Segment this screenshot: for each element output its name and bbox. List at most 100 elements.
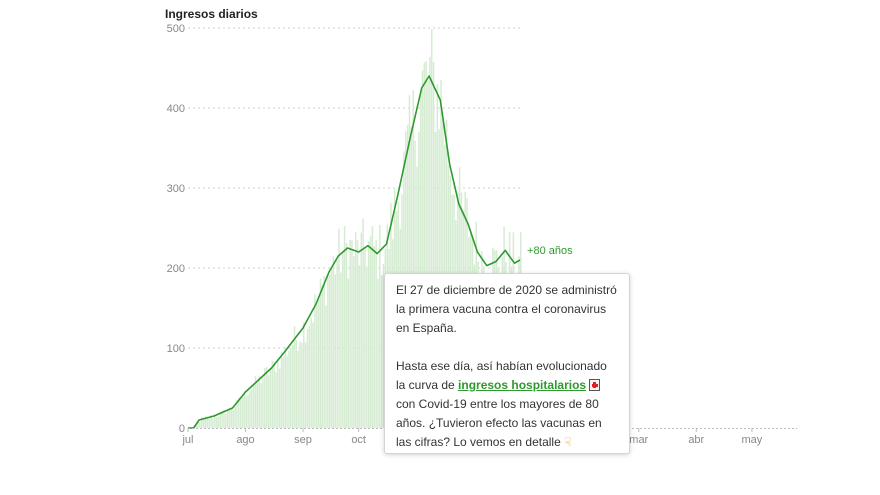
daily-bar (340, 272, 342, 428)
daily-bar (234, 406, 236, 428)
daily-bar (295, 339, 298, 428)
daily-bar (327, 273, 329, 428)
daily-bar (319, 278, 322, 428)
daily-bar (254, 376, 257, 428)
daily-bar (213, 415, 216, 428)
daily-bar (427, 80, 429, 428)
daily-bar (308, 326, 311, 428)
daily-bar (325, 305, 327, 428)
daily-bar (408, 95, 411, 429)
y-tick-label: 300 (167, 183, 185, 195)
daily-bar (349, 239, 351, 428)
daily-bar (316, 304, 318, 428)
daily-bar (204, 416, 207, 428)
y-tick-label: 200 (167, 263, 185, 275)
daily-bar (364, 248, 366, 428)
info-text-before-link: Hasta ese día, así habían evolucionado l… (396, 359, 607, 392)
daily-bar (219, 411, 222, 428)
daily-bar (431, 29, 433, 429)
daily-bar (360, 232, 363, 428)
daily-bar (215, 416, 218, 428)
x-tick-label: abr (688, 434, 704, 446)
daily-bar (236, 399, 238, 428)
daily-bar (269, 368, 272, 428)
daily-bar (362, 218, 364, 428)
daily-bar (278, 368, 281, 428)
daily-bar (273, 361, 275, 428)
y-tick-label: 100 (167, 343, 185, 355)
info-paragraph-1: El 27 de diciembre de 2020 se administró… (396, 283, 617, 335)
daily-bar (421, 70, 424, 428)
daily-bar (297, 350, 299, 428)
daily-bar (330, 268, 333, 428)
daily-bar (210, 415, 212, 428)
daily-bar (271, 360, 273, 428)
daily-bar (423, 62, 426, 429)
x-tick-label: jul (181, 434, 193, 446)
daily-bar (306, 329, 309, 428)
daily-bar (267, 375, 270, 428)
daily-bar (293, 326, 296, 428)
y-tick-label: 500 (167, 23, 185, 35)
y-tick-label: 0 (179, 423, 185, 435)
daily-bar (262, 377, 264, 428)
daily-bar (288, 350, 290, 428)
x-tick-label: may (742, 434, 763, 446)
daily-bar (241, 397, 244, 428)
info-paragraph-2: Hasta ese día, así habían evolucionado l… (396, 357, 618, 452)
daily-bar (377, 278, 379, 428)
daily-bar (328, 274, 331, 428)
daily-bar (354, 231, 357, 428)
daily-bar (379, 224, 381, 428)
daily-bar (436, 83, 439, 429)
daily-bar (286, 356, 288, 428)
y-tick-label: 400 (167, 103, 185, 115)
series-label: +80 años (527, 245, 573, 257)
daily-bar (291, 344, 294, 428)
daily-bar (425, 61, 427, 429)
daily-bar (380, 275, 383, 428)
daily-bar (256, 382, 259, 428)
daily-bar (260, 383, 262, 428)
daily-bar (217, 416, 220, 428)
x-tick-label: oct (351, 434, 366, 446)
daily-bar (200, 417, 203, 428)
daily-bar (419, 92, 422, 428)
daily-bar (314, 294, 316, 428)
daily-bar (351, 240, 353, 428)
daily-bar (258, 375, 260, 428)
daily-bar (264, 367, 266, 428)
daily-bar (206, 416, 209, 428)
daily-bar (334, 274, 337, 428)
hospital-admissions-link[interactable]: ingresos hospitalarios (458, 378, 587, 392)
daily-bar (232, 409, 235, 428)
daily-bar (280, 351, 283, 428)
daily-bar (321, 284, 324, 428)
x-tick-label: mar (629, 434, 648, 446)
daily-bar (432, 62, 435, 429)
daily-bar (284, 346, 286, 428)
daily-bar (301, 342, 303, 428)
daily-bar (243, 390, 246, 428)
daily-bar (247, 394, 249, 428)
daily-bar (221, 410, 223, 428)
daily-bar (358, 265, 361, 428)
chart-title: Ingresos diarios (165, 7, 258, 21)
daily-bar (238, 397, 240, 428)
daily-bar (195, 424, 197, 428)
daily-bar (353, 256, 355, 428)
daily-bar (371, 226, 374, 428)
daily-bar (251, 388, 253, 428)
hospital-icon (589, 379, 601, 391)
daily-bar (317, 297, 320, 428)
x-tick-label: sep (294, 434, 312, 446)
daily-bar (277, 359, 279, 428)
trend-line (188, 75, 521, 429)
daily-bar (225, 413, 227, 428)
daily-bar (412, 90, 414, 429)
daily-bar (338, 228, 340, 428)
daily-bar (228, 408, 231, 428)
daily-bar (239, 399, 242, 428)
daily-bar (208, 418, 210, 428)
daily-bar (249, 391, 251, 428)
